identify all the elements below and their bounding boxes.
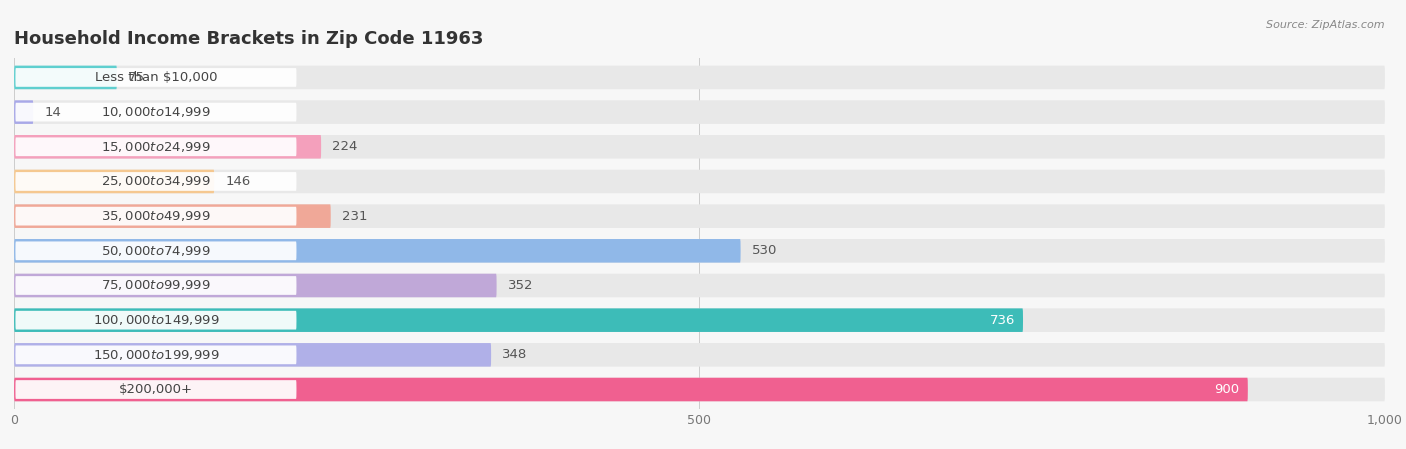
FancyBboxPatch shape xyxy=(15,172,297,191)
Text: 736: 736 xyxy=(990,314,1015,327)
FancyBboxPatch shape xyxy=(14,378,1249,401)
FancyBboxPatch shape xyxy=(14,239,741,263)
Text: $150,000 to $199,999: $150,000 to $199,999 xyxy=(93,348,219,362)
Text: $75,000 to $99,999: $75,000 to $99,999 xyxy=(101,278,211,292)
Text: $100,000 to $149,999: $100,000 to $149,999 xyxy=(93,313,219,327)
FancyBboxPatch shape xyxy=(15,68,297,87)
FancyBboxPatch shape xyxy=(15,345,297,364)
FancyBboxPatch shape xyxy=(14,204,1385,228)
Text: 14: 14 xyxy=(44,106,60,119)
FancyBboxPatch shape xyxy=(14,100,34,124)
FancyBboxPatch shape xyxy=(15,380,297,399)
FancyBboxPatch shape xyxy=(14,135,321,158)
FancyBboxPatch shape xyxy=(15,137,297,156)
FancyBboxPatch shape xyxy=(14,343,491,367)
FancyBboxPatch shape xyxy=(15,103,297,122)
FancyBboxPatch shape xyxy=(15,207,297,225)
Text: $200,000+: $200,000+ xyxy=(120,383,193,396)
FancyBboxPatch shape xyxy=(14,308,1385,332)
Text: $50,000 to $74,999: $50,000 to $74,999 xyxy=(101,244,211,258)
Text: 224: 224 xyxy=(332,140,357,153)
FancyBboxPatch shape xyxy=(14,378,1385,401)
Text: Source: ZipAtlas.com: Source: ZipAtlas.com xyxy=(1267,20,1385,30)
FancyBboxPatch shape xyxy=(14,204,330,228)
Text: 352: 352 xyxy=(508,279,533,292)
Text: 231: 231 xyxy=(342,210,367,223)
Text: $25,000 to $34,999: $25,000 to $34,999 xyxy=(101,175,211,189)
FancyBboxPatch shape xyxy=(14,170,1385,193)
FancyBboxPatch shape xyxy=(14,308,1024,332)
FancyBboxPatch shape xyxy=(14,135,1385,158)
FancyBboxPatch shape xyxy=(14,274,496,297)
FancyBboxPatch shape xyxy=(14,170,214,193)
Text: 348: 348 xyxy=(502,348,527,361)
FancyBboxPatch shape xyxy=(14,239,1385,263)
Text: 146: 146 xyxy=(225,175,250,188)
Text: $10,000 to $14,999: $10,000 to $14,999 xyxy=(101,105,211,119)
FancyBboxPatch shape xyxy=(14,66,1385,89)
FancyBboxPatch shape xyxy=(15,242,297,260)
FancyBboxPatch shape xyxy=(14,343,1385,367)
FancyBboxPatch shape xyxy=(14,274,1385,297)
FancyBboxPatch shape xyxy=(14,66,117,89)
Text: Household Income Brackets in Zip Code 11963: Household Income Brackets in Zip Code 11… xyxy=(14,31,484,48)
Text: 900: 900 xyxy=(1215,383,1240,396)
Text: $35,000 to $49,999: $35,000 to $49,999 xyxy=(101,209,211,223)
Text: $15,000 to $24,999: $15,000 to $24,999 xyxy=(101,140,211,154)
Text: Less than $10,000: Less than $10,000 xyxy=(94,71,217,84)
Text: 75: 75 xyxy=(128,71,145,84)
FancyBboxPatch shape xyxy=(15,311,297,330)
FancyBboxPatch shape xyxy=(15,276,297,295)
Text: 530: 530 xyxy=(752,244,778,257)
FancyBboxPatch shape xyxy=(14,100,1385,124)
